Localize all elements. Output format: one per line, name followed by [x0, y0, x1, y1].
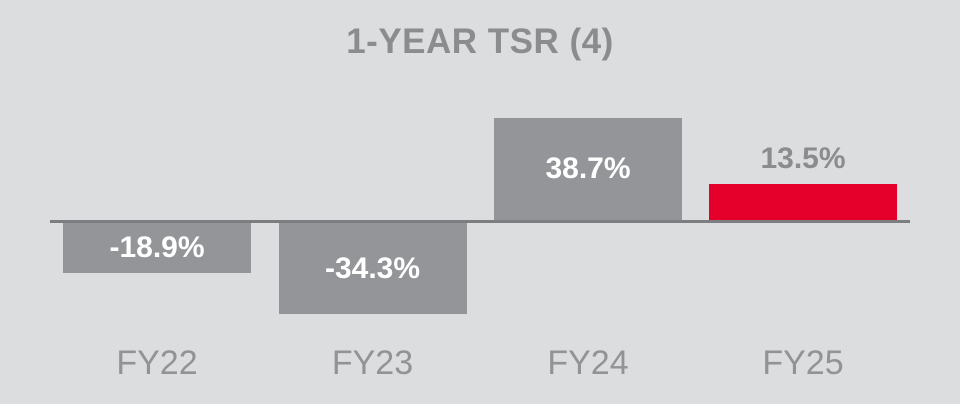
bar-value-label: 38.7%: [545, 152, 631, 185]
bar-value-label: -18.9%: [109, 231, 205, 264]
bar-fy22: -18.9%: [63, 223, 251, 273]
bar-fy24: 38.7%: [494, 118, 682, 220]
category-label-fy22: FY22: [116, 344, 198, 382]
bar-value-label: -34.3%: [324, 251, 421, 285]
category-label-fy24: FY24: [547, 344, 629, 382]
bar-fy23: -34.3%: [278, 223, 467, 314]
chart-title: 1-YEAR TSR (4): [346, 22, 614, 61]
bar-fy25: [709, 184, 897, 220]
category-label-fy23: FY23: [331, 344, 414, 382]
category-label-fy25: FY25: [762, 344, 844, 382]
x-axis-line: [50, 220, 910, 223]
bar-value-label: 13.5%: [760, 142, 846, 175]
